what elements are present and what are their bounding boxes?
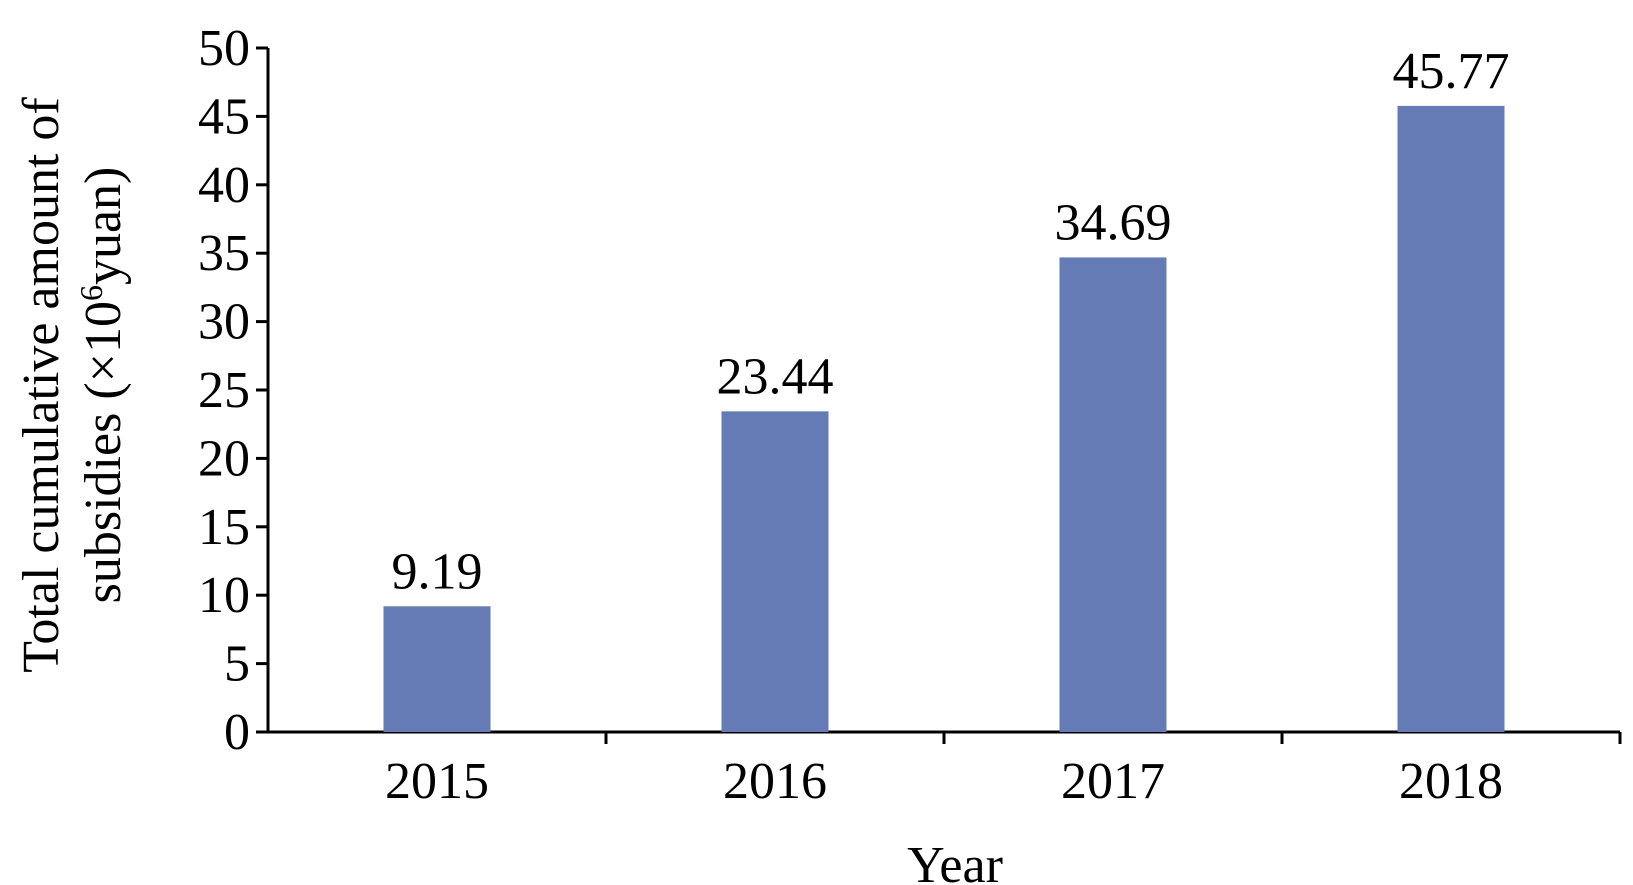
y-axis-title-line1: Total cumulative amount of	[13, 97, 70, 673]
y-tick-label: 5	[224, 636, 250, 693]
y-tick-label: 20	[198, 430, 250, 487]
bar-2016	[721, 411, 829, 732]
bar-2017	[1059, 257, 1167, 732]
y-ticks: 0 5 10 15 20 25 30 35 40 45 50	[198, 20, 268, 761]
y-tick-label: 15	[198, 499, 250, 556]
bar-2015	[383, 606, 491, 732]
data-label-2015: 9.19	[392, 543, 483, 600]
x-tick-label-2016: 2016	[723, 753, 827, 810]
y-tick-label: 25	[198, 362, 250, 419]
y-axis-title-prefix: subsidies (×10	[75, 301, 132, 603]
y-axis-title-exponent: 6	[73, 285, 109, 301]
data-label-2016: 23.44	[717, 348, 834, 405]
x-tick-label-2015: 2015	[385, 753, 489, 810]
y-tick-label: 0	[224, 704, 250, 761]
data-label-2017: 34.69	[1055, 194, 1172, 251]
bars: 9.19 23.44 34.69 45.77	[383, 43, 1510, 733]
y-tick-label: 30	[198, 294, 250, 351]
y-tick-label: 35	[198, 225, 250, 282]
x-axis-title: Year	[907, 837, 1003, 885]
x-ticks: 2015 2016 2017 2018	[385, 732, 1622, 810]
y-tick-label: 40	[198, 157, 250, 214]
x-tick-label-2018: 2018	[1399, 753, 1503, 810]
data-label-2018: 45.77	[1393, 43, 1510, 100]
y-axis-title: Total cumulative amount of subsidies (×1…	[13, 97, 132, 673]
y-axis-title-suffix: yuan)	[75, 167, 132, 285]
bar-2018	[1397, 105, 1505, 733]
y-tick-label: 50	[198, 20, 250, 77]
y-tick-label: 10	[198, 567, 250, 624]
y-tick-label: 45	[198, 88, 250, 145]
y-axis-title-line2: subsidies (×106yuan)	[73, 167, 132, 604]
x-tick-label-2017: 2017	[1061, 753, 1165, 810]
